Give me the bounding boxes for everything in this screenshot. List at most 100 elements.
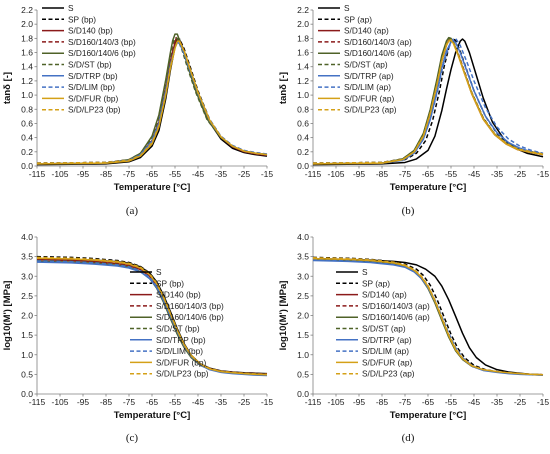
x-tick-label: -25 xyxy=(514,169,527,179)
x-tick-label: -95 xyxy=(353,169,366,179)
y-tick-label: 1.8 xyxy=(297,33,309,43)
series-line xyxy=(312,256,544,376)
series-line xyxy=(312,257,544,376)
y-tick-label: 0.8 xyxy=(21,104,33,114)
legend-label: S/D160/140/3 (bp) xyxy=(68,37,136,47)
legend-label: S/D/FUR (ap) xyxy=(344,93,394,103)
y-tick-label: 0.0 xyxy=(21,161,33,171)
x-tick-label: -35 xyxy=(491,397,504,407)
legend: SSP (bp) S/D140 (bp)S/D160/140/3 (bp)S/D1… xyxy=(42,3,136,115)
x-tick-label: -85 xyxy=(376,397,389,407)
y-tick-label: 0.4 xyxy=(297,133,309,143)
y-tick-label: 2.5 xyxy=(297,291,309,301)
x-tick-label: -105 xyxy=(51,169,68,179)
legend-label: S/D/LP23 (ap) xyxy=(362,369,415,379)
legend-label: SP (bp) xyxy=(156,278,184,288)
x-tick-label: -105 xyxy=(51,397,68,407)
x-tick-label: -25 xyxy=(514,397,527,407)
legend-label: S/D/TRP (bp) xyxy=(156,335,206,345)
legend-label: S/D160/140/3 (ap) xyxy=(344,37,412,47)
chart-panel-b: 0.0 0.2 0.4 0.6 0.8 1.0 1.2 1.4 1.6 1.8 2.0 2.2 -115… xyxy=(278,3,549,217)
x-tick-label: -105 xyxy=(327,397,344,407)
panel-caption: (c) xyxy=(126,432,139,444)
y-tick-label: 3.0 xyxy=(21,271,33,281)
y-tick-label: 1.5 xyxy=(297,330,309,340)
panel-caption: (a) xyxy=(126,205,139,217)
x-tick-label: -105 xyxy=(327,169,344,179)
legend: SSP (ap) S/D140 (ap)S/D160/140/3 (ap)S/D1… xyxy=(318,3,412,115)
x-tick-label: -95 xyxy=(77,397,90,407)
y-tick-label: 3.0 xyxy=(297,271,309,281)
x-tick-label: -45 xyxy=(192,397,205,407)
legend-label: S/D160/140/6 (bp) xyxy=(156,312,224,322)
legend-label: S/D/LIM (bp) xyxy=(68,82,115,92)
x-tick-label: -75 xyxy=(399,397,412,407)
y-tick-label: 0.0 xyxy=(21,389,33,399)
series-line xyxy=(36,37,268,164)
x-tick-label: -95 xyxy=(353,397,366,407)
legend-label: S/D/LP23 (bp) xyxy=(156,369,209,379)
series-line xyxy=(312,37,544,164)
y-tick-label: 0.0 xyxy=(297,389,309,399)
x-tick-label: -15 xyxy=(537,169,550,179)
x-tick-label: -55 xyxy=(445,169,458,179)
x-tick-label: -95 xyxy=(77,169,90,179)
y-axis-title: log10(M') [MPa] xyxy=(2,281,13,351)
legend-label: S/D/LIM (ap) xyxy=(362,346,409,356)
x-tick-label: -65 xyxy=(146,397,159,407)
series-line xyxy=(312,39,544,164)
y-tick-label: 2.0 xyxy=(21,19,33,29)
legend-label: S/D/ST (ap) xyxy=(344,60,388,70)
legend-label: S/D140 (bp) xyxy=(156,290,201,300)
x-axis-title: Temperature [°C] xyxy=(390,410,466,421)
chart-panel-d: 0.0 0.5 1.0 1.5 2.0 2.5 3.0 3.5 4.0 -115 -105 -95 -8… xyxy=(278,232,549,444)
legend-label: S/D/LIM (bp) xyxy=(156,346,203,356)
legend-label: S/D140 (bp) xyxy=(68,26,113,36)
series-line xyxy=(312,257,544,376)
legend-label: S/D140 (ap) xyxy=(362,290,407,300)
y-tick-label: 1.0 xyxy=(21,350,33,360)
y-tick-label: 2.5 xyxy=(21,291,33,301)
y-tick-label: 1.2 xyxy=(297,76,309,86)
chart-panel-c: 0.0 0.5 1.0 1.5 2.0 2.5 3.0 3.5 4.0 -115 -105 -95 -8… xyxy=(2,232,273,444)
x-tick-label: -65 xyxy=(422,397,435,407)
x-tick-label: -25 xyxy=(238,169,251,179)
y-tick-label: 1.0 xyxy=(297,90,309,100)
x-tick-label: -115 xyxy=(29,397,46,407)
legend-label: SP (ap) xyxy=(362,278,390,288)
y-tick-label: 2.2 xyxy=(297,5,309,15)
y-tick-label: 1.0 xyxy=(297,350,309,360)
legend-label: SP (ap) xyxy=(344,14,372,24)
x-tick-label: -85 xyxy=(376,169,389,179)
y-tick-label: 1.4 xyxy=(297,62,309,72)
legend-label: S xyxy=(344,3,350,13)
y-tick-label: 0.0 xyxy=(297,161,309,171)
legend-label: SP (bp) xyxy=(68,14,96,24)
legend-label: S/D/ST (ap) xyxy=(362,324,406,334)
y-tick-label: 2.0 xyxy=(297,19,309,29)
x-tick-label: -35 xyxy=(491,169,504,179)
y-tick-label: 1.8 xyxy=(21,33,33,43)
x-tick-label: -45 xyxy=(468,169,481,179)
legend-label: S/D/ST (bp) xyxy=(68,60,112,70)
x-tick-label: -75 xyxy=(123,397,136,407)
y-tick-label: 4.0 xyxy=(297,232,309,242)
legend-label: S/D/LP23 (bp) xyxy=(68,105,121,115)
x-tick-label: -85 xyxy=(100,397,113,407)
y-tick-label: 3.5 xyxy=(21,252,33,262)
legend-label: S/D/LIM (ap) xyxy=(344,82,391,92)
x-tick-label: -15 xyxy=(537,397,550,407)
legend-label: S xyxy=(156,267,162,277)
legend-label: S/D160/140/6 (bp) xyxy=(68,48,136,58)
y-axis-title: log10(M') [MPa] xyxy=(278,281,289,351)
x-axis-title: Temperature [°C] xyxy=(114,410,190,421)
y-tick-label: 1.5 xyxy=(21,330,33,340)
legend-label: S/D/LP23 (ap) xyxy=(344,105,397,115)
x-axis-title: Temperature [°C] xyxy=(390,182,466,193)
y-tick-label: 0.4 xyxy=(21,133,33,143)
y-tick-label: 0.5 xyxy=(21,369,33,379)
legend: SSP (bp) S/D140 (bp)S/D160/140/3 (bp)S/D1… xyxy=(130,267,224,379)
y-tick-label: 0.2 xyxy=(21,147,33,157)
x-tick-label: -25 xyxy=(238,397,251,407)
